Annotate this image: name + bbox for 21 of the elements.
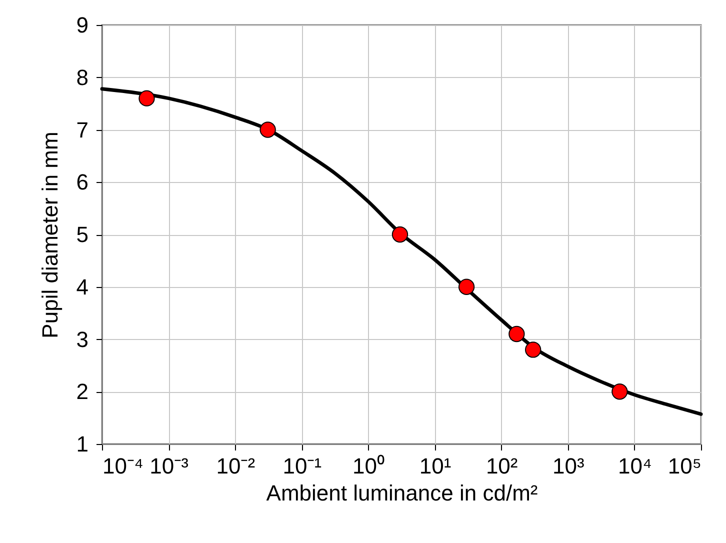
x-tick-label: 10²: [486, 454, 518, 478]
y-tick-label: 7: [76, 117, 88, 142]
y-tick-label: 3: [76, 326, 88, 352]
y-tick-label: 5: [76, 222, 88, 247]
y-tick-label: 8: [76, 64, 88, 90]
x-tick-label: 10³: [552, 454, 584, 478]
x-tick-label: 10⁻⁴: [102, 454, 144, 478]
y-axis-title: Pupil diameter in mm: [37, 132, 62, 338]
x-tick-label: 10⁵: [668, 454, 702, 478]
x-tick-label: 10⁻³: [150, 454, 188, 478]
x-axis-title: Ambient luminance in cd/m²: [266, 480, 538, 506]
x-tick-label: 10⁴: [618, 454, 652, 478]
y-tick-label: 4: [76, 274, 88, 300]
x-tick-label: 10⁻²: [216, 454, 256, 478]
x-tick-label: 10¹: [419, 454, 452, 478]
y-tick-label: 6: [76, 170, 88, 195]
y-tick-label: 2: [76, 379, 88, 404]
y-tick-label: 9: [76, 12, 88, 38]
x-tick-label: 10⁰: [352, 454, 385, 478]
x-tick-label: 10⁻¹: [282, 454, 322, 478]
y-tick-label: 1: [76, 432, 88, 456]
